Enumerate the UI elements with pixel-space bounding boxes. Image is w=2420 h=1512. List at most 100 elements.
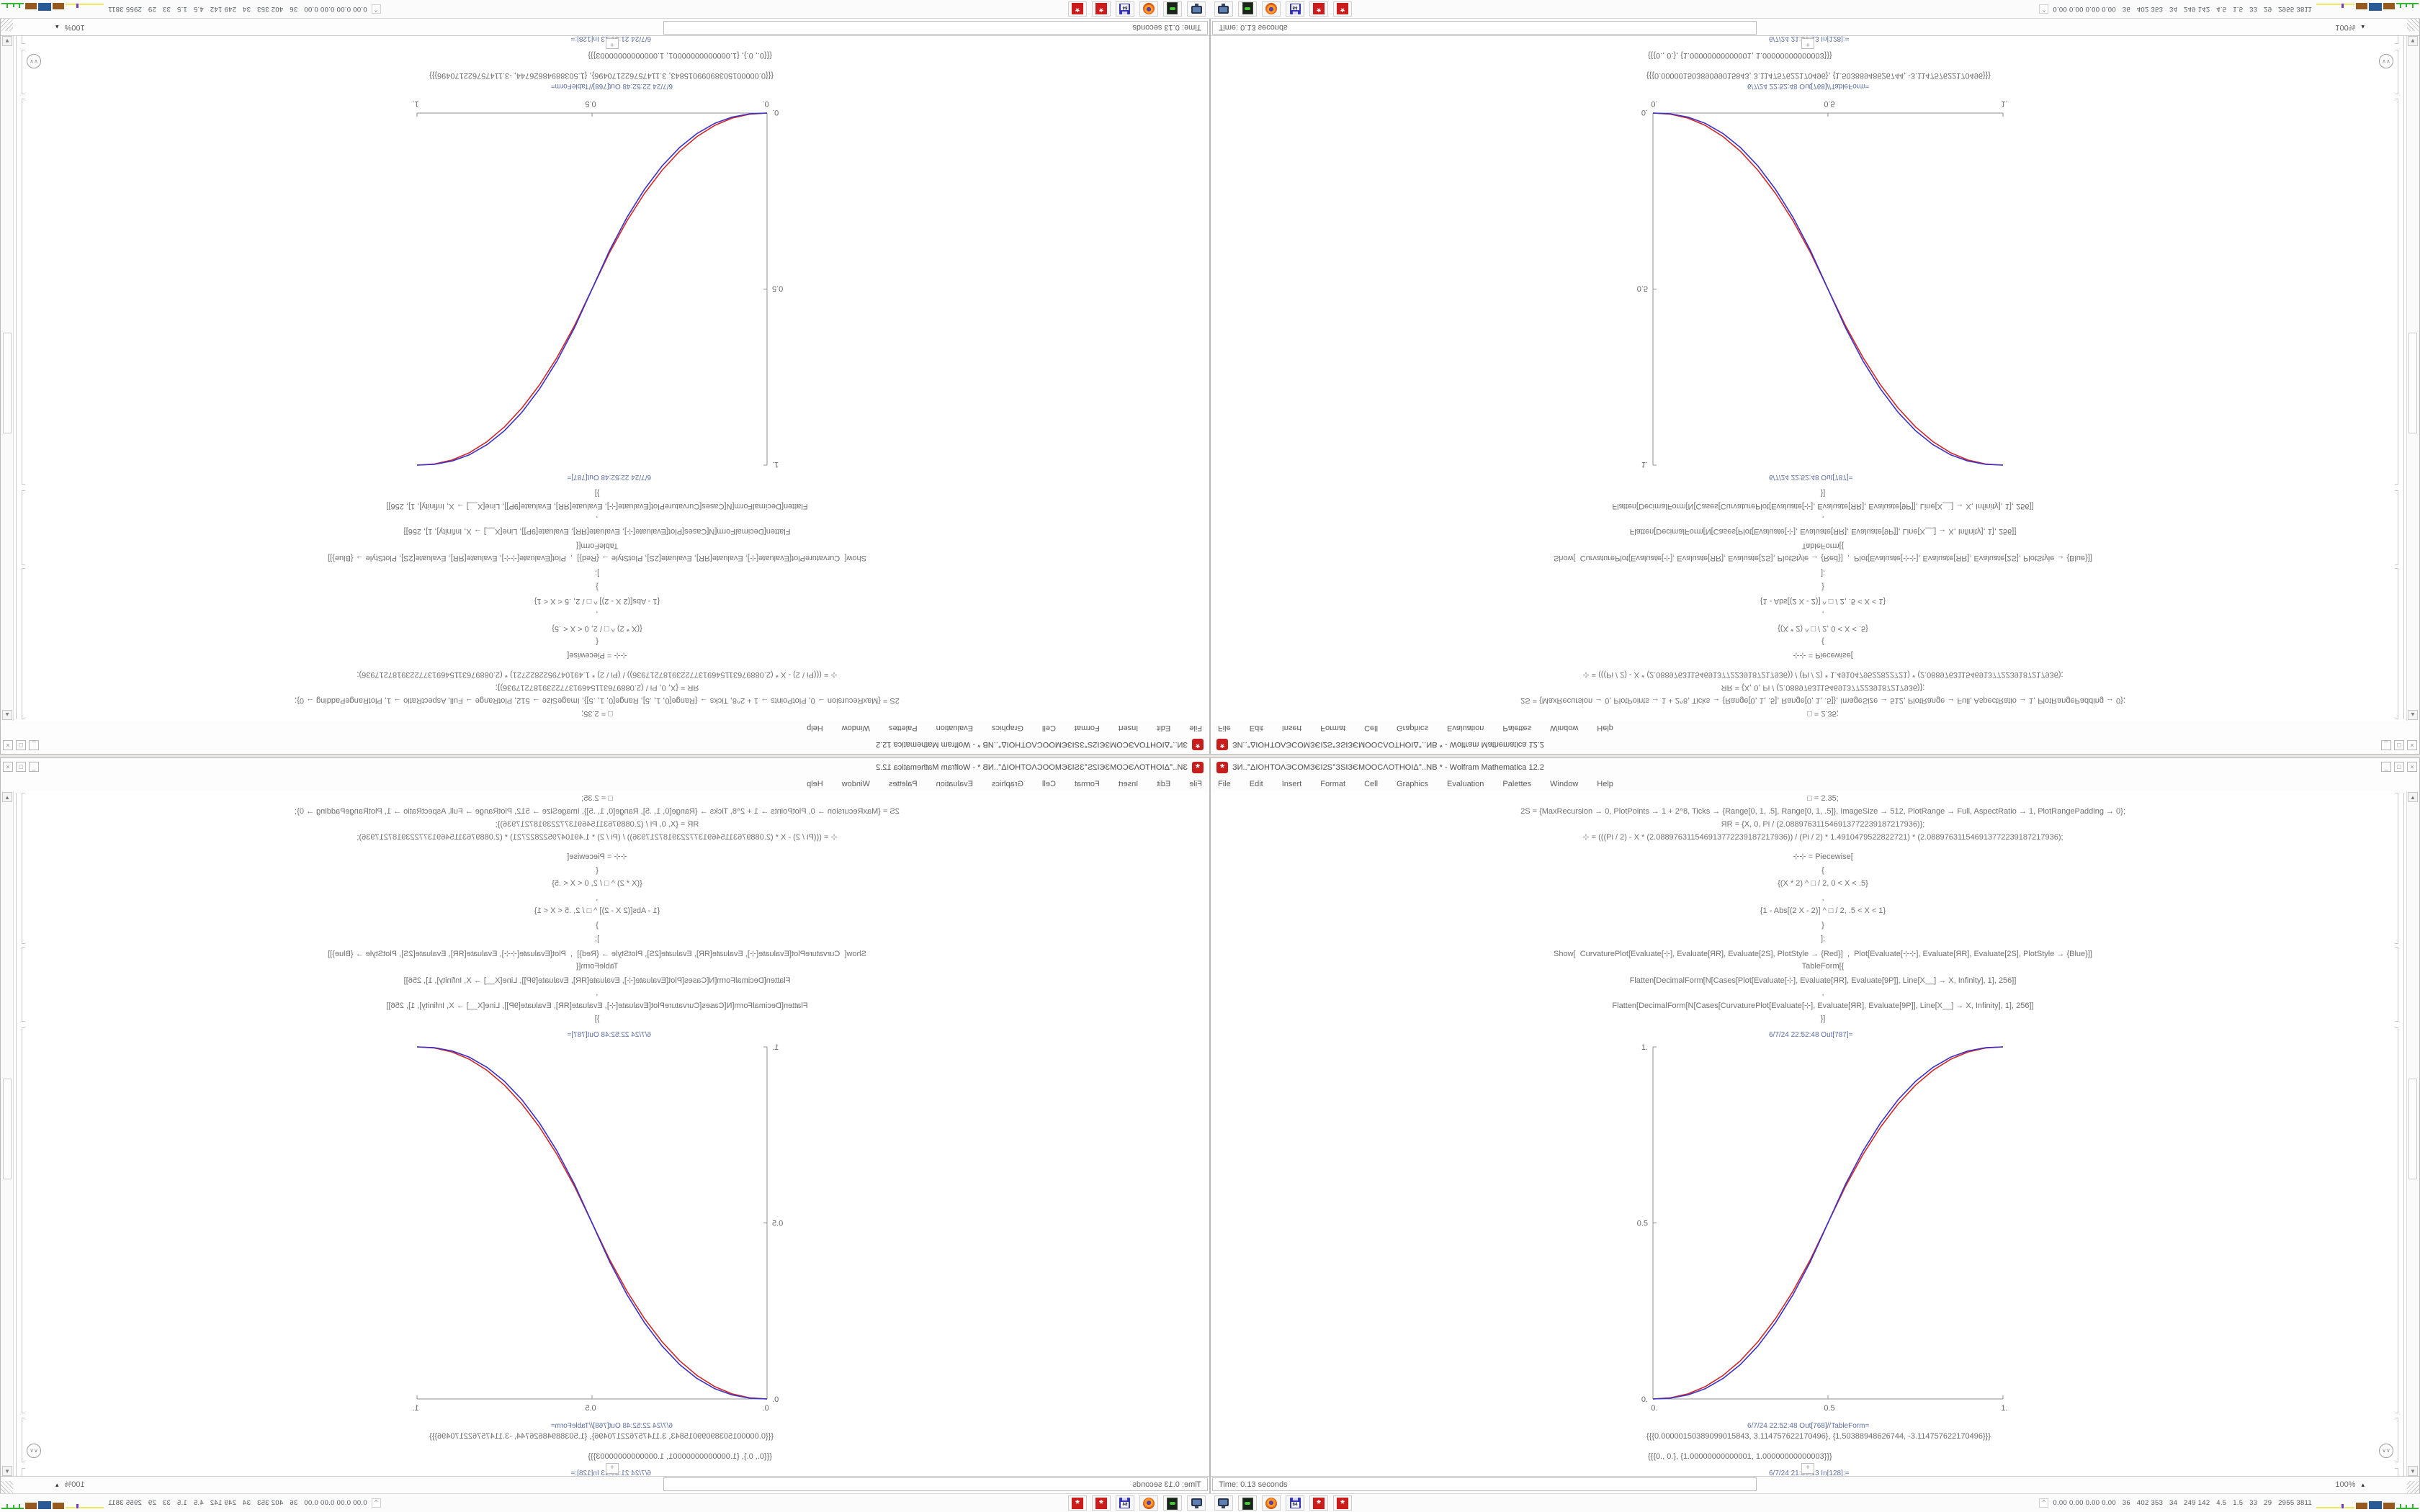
code-line[interactable]: { (1821, 866, 1824, 875)
taskbar-button[interactable] (1187, 1, 1206, 17)
code-line[interactable]: ⊹ = (((Pi / 2) - X * (2.0889763115469137… (357, 670, 838, 679)
code-line[interactable]: TableForm[{ (575, 541, 619, 550)
taskbar-button[interactable] (1139, 1, 1158, 17)
taskbar-button[interactable]: * (1333, 1495, 1352, 1511)
code-line[interactable]: } (1821, 921, 1824, 930)
cell-bracket[interactable] (2395, 50, 2398, 94)
cell-group-bracket[interactable] (2401, 35, 2404, 719)
taskbar-button[interactable]: 64 (1116, 1495, 1134, 1511)
code-line[interactable]: Flatten[DecimalForm[N[Cases[Plot[Evaluat… (1629, 976, 2017, 985)
code-line[interactable]: } (596, 582, 599, 591)
menu-insert[interactable]: Insert (1281, 724, 1302, 732)
menu-cell[interactable]: Cell (1041, 780, 1056, 788)
code-line[interactable]: , (1821, 989, 1824, 997)
vertical-scrollbar[interactable]: ▲ ▼ (2406, 35, 2419, 721)
cell-bracket[interactable] (22, 1027, 25, 1413)
insert-cell-button[interactable]: + (606, 1463, 619, 1474)
titlebar[interactable]: * ЗИ..°ΔIOHTOΛЭCOMЗЄI2S°ЗSIЗЄMOOCΛOTHOIΔ… (1, 735, 1209, 754)
menu-file[interactable]: File (1189, 780, 1202, 788)
show-more-output-button[interactable]: ∨∨ (27, 1444, 41, 1458)
code-line[interactable]: TableForm[{ (1801, 541, 1845, 550)
code-line[interactable]: Flatten[DecimalForm[N[Cases[Plot[Evaluat… (1629, 527, 2017, 536)
menu-edit[interactable]: Edit (1249, 780, 1263, 788)
code-line[interactable]: , (596, 894, 599, 902)
taskbar-button[interactable] (1163, 1495, 1182, 1511)
magnification-dropdown-icon[interactable]: ▴ (55, 1480, 59, 1488)
scrollbar-thumb[interactable] (2408, 333, 2417, 433)
show-more-output-button[interactable]: ∨∨ (2379, 54, 2393, 68)
menu-window[interactable]: Window (841, 724, 870, 732)
menu-window[interactable]: Window (1550, 780, 1579, 788)
code-line[interactable]: ⊹ = (((Pi / 2) - X * (2.0889763115469137… (1582, 670, 2063, 679)
code-line[interactable]: ]; (594, 935, 600, 943)
resize-grip[interactable] (2407, 1481, 2419, 1493)
code-line[interactable]: Show[ CurvaturePlot[Evaluate[⊹], Evaluat… (328, 554, 866, 562)
taskbar-button[interactable]: * (1092, 1, 1111, 17)
cell-bracket[interactable] (2395, 1468, 2398, 1477)
menu-edit[interactable]: Edit (1249, 724, 1263, 732)
code-line[interactable]: } (1821, 582, 1824, 591)
insert-cell-button[interactable]: + (1801, 38, 1814, 49)
taskbar-button[interactable] (1214, 1, 1233, 17)
cell-bracket[interactable] (22, 99, 25, 485)
notebook-content[interactable]: □ = 2.35; 2S = {MaxRecursion → 0, PlotPoi… (1, 35, 1209, 721)
code-line[interactable]: } (596, 921, 599, 930)
vertical-scrollbar[interactable]: ▲ ▼ (2406, 791, 2419, 1477)
resize-grip[interactable] (1, 19, 13, 31)
taskbar-button[interactable] (1187, 1495, 1206, 1511)
taskbar-button[interactable] (1238, 1495, 1257, 1511)
code-line[interactable]: Show[ CurvaturePlot[Evaluate[⊹], Evaluat… (1554, 950, 2092, 958)
code-line[interactable]: {(X * 2) ^ □ / 2, 0 < X < .5} (552, 879, 642, 888)
menu-edit[interactable]: Edit (1157, 780, 1171, 788)
menu-palettes[interactable]: Palettes (1502, 780, 1532, 788)
menu-help[interactable]: Help (1597, 724, 1613, 732)
cell-group-bracket[interactable] (2401, 793, 2404, 1477)
cell-bracket[interactable] (2395, 568, 2398, 719)
cell-bracket[interactable] (22, 35, 25, 44)
menu-format[interactable]: Format (1320, 724, 1346, 732)
scrollbar-thumb[interactable] (3, 1079, 12, 1179)
notebook-content[interactable]: □ = 2.35; 2S = {MaxRecursion → 0, PlotPoi… (1, 791, 1209, 1477)
cell-bracket[interactable] (22, 1418, 25, 1462)
menu-help[interactable]: Help (807, 724, 823, 732)
taskbar-button[interactable]: * (1333, 1, 1352, 17)
scroll-down-button[interactable]: ▼ (2408, 36, 2418, 46)
menu-insert[interactable]: Insert (1281, 780, 1302, 788)
code-line[interactable]: 2S = {MaxRecursion → 0, PlotPoints → 1 +… (1520, 807, 2125, 816)
cell-bracket[interactable] (22, 947, 25, 1022)
code-line[interactable]: ЯR = {X, 0, Pi / (2.08897631154691377223… (495, 683, 699, 692)
code-line[interactable]: Flatten[DecimalForm[N[Cases[Plot[Evaluat… (403, 527, 791, 536)
scroll-down-button[interactable]: ▼ (2, 1466, 12, 1476)
code-line[interactable]: Flatten[DecimalForm[N[Cases[CurvaturePlo… (1612, 1002, 2034, 1010)
scroll-up-button[interactable]: ▲ (2408, 710, 2418, 720)
menu-evaluation[interactable]: Evaluation (936, 724, 973, 732)
cell-bracket[interactable] (2395, 793, 2398, 944)
scroll-up-button[interactable]: ▲ (2408, 792, 2418, 802)
code-line[interactable]: { (596, 866, 599, 875)
menu-file[interactable]: File (1218, 780, 1231, 788)
insert-cell-button[interactable]: + (1801, 1463, 1814, 1474)
taskbar-button[interactable]: * (1309, 1, 1328, 17)
mathematica-app-icon[interactable]: * (1216, 762, 1228, 774)
show-more-output-button[interactable]: ∨∨ (27, 54, 41, 68)
code-line[interactable]: {(X * 2) ^ □ / 2, 0 < X < .5} (1778, 624, 1868, 633)
code-line[interactable]: Flatten[DecimalForm[N[Cases[CurvaturePlo… (386, 502, 808, 510)
taskbar-button[interactable]: 64 (1116, 1, 1134, 17)
magnification-control[interactable]: 100% ▴ (2335, 1478, 2365, 1491)
code-line[interactable]: Show[ CurvaturePlot[Evaluate[⊹], Evaluat… (328, 950, 866, 958)
code-line[interactable]: TableForm[{ (1801, 962, 1845, 971)
tray-expand-icon[interactable]: ^ (371, 4, 381, 14)
code-line[interactable]: }] (594, 489, 600, 498)
cell-bracket[interactable] (22, 793, 25, 944)
titlebar[interactable]: * ЗИ..°ΔIOHTOΛЭCOMЗЄI2S°ЗSIЗЄMOOCΛOTHOIΔ… (1211, 758, 2419, 777)
taskbar-button[interactable] (1163, 1, 1182, 17)
menu-file[interactable]: File (1218, 724, 1231, 732)
scrollbar-thumb[interactable] (2408, 1079, 2417, 1179)
cell-bracket[interactable] (22, 490, 25, 565)
menu-palettes[interactable]: Palettes (888, 780, 918, 788)
mathematica-app-icon[interactable]: * (1192, 762, 1204, 774)
code-line[interactable]: , (1821, 515, 1824, 523)
cell-bracket[interactable] (2395, 99, 2398, 485)
code-line[interactable]: , (596, 610, 599, 618)
scroll-down-button[interactable]: ▼ (2, 36, 12, 46)
